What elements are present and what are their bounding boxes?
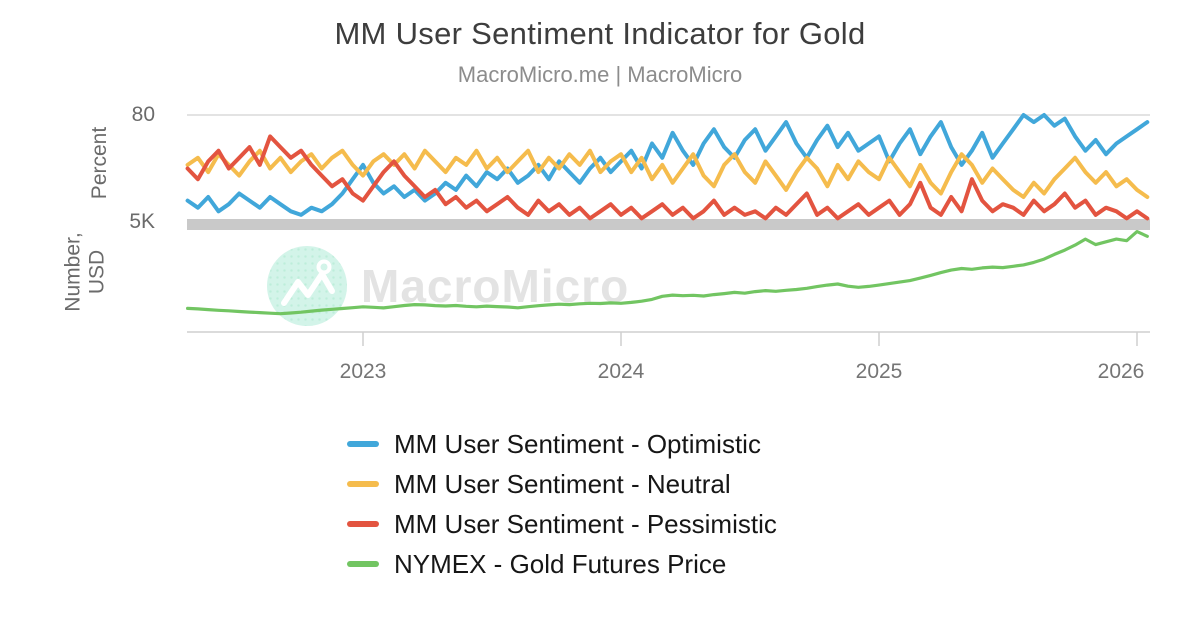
series-line-1 bbox=[185, 148, 1150, 199]
legend-item-optimistic[interactable]: MM User Sentiment - Optimistic bbox=[347, 424, 777, 464]
x-tick-2024: 2024 bbox=[597, 360, 645, 383]
legend-swatch-pessimistic bbox=[347, 521, 379, 527]
legend-swatch-optimistic bbox=[347, 441, 379, 447]
x-tick-2023: 2023 bbox=[339, 360, 387, 383]
series-line-3 bbox=[186, 230, 1149, 316]
legend-item-neutral[interactable]: MM User Sentiment - Neutral bbox=[347, 464, 777, 504]
x-tick-2026: 2026 bbox=[1097, 360, 1145, 383]
legend-item-pessimistic[interactable]: MM User Sentiment - Pessimistic bbox=[347, 504, 777, 544]
series-line-0 bbox=[185, 113, 1150, 217]
legend-label: MM User Sentiment - Pessimistic bbox=[394, 508, 777, 539]
gridline-band-5k bbox=[187, 219, 1150, 230]
y-tick-5k: 5K bbox=[129, 210, 155, 233]
legend-label: MM User Sentiment - Optimistic bbox=[394, 428, 761, 459]
legend-item-gold-price[interactable]: NYMEX - Gold Futures Price bbox=[347, 544, 777, 584]
legend-swatch-neutral bbox=[347, 481, 379, 487]
legend-label: NYMEX - Gold Futures Price bbox=[394, 548, 727, 579]
chart-subtitle: MacroMicro.me | MacroMicro bbox=[457, 62, 743, 87]
chart-title: MM User Sentiment Indicator for Gold bbox=[334, 16, 866, 51]
y-tick-80: 80 bbox=[131, 103, 155, 126]
x-tick-2025: 2025 bbox=[855, 360, 903, 383]
legend-label: MM User Sentiment - Neutral bbox=[394, 468, 731, 499]
legend-swatch-gold-price bbox=[347, 561, 379, 567]
legend: MM User Sentiment - Optimistic MM User S… bbox=[347, 424, 777, 584]
series-line-2 bbox=[185, 134, 1150, 221]
series-layer bbox=[185, 113, 1150, 316]
